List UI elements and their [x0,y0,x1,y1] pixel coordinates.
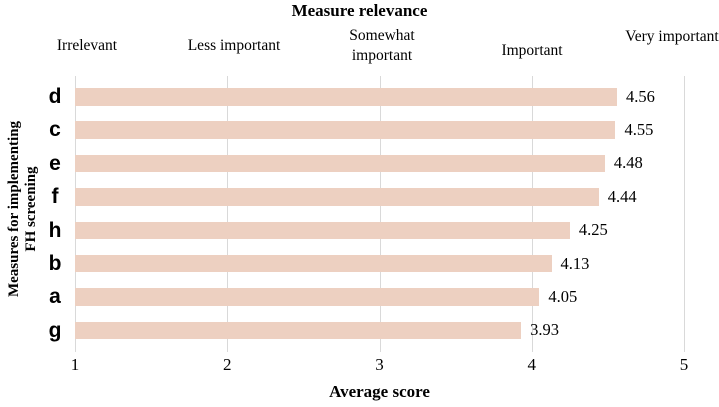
bar-row-e: 4.48 [75,147,684,180]
bar-value-label-g: 3.93 [530,320,559,340]
bar-row-f: 4.44 [75,180,684,213]
relevance-label-4: Important [501,42,563,59]
bar-value-label-e: 4.48 [613,153,643,173]
category-label-b: b [48,251,62,275]
bar-row-a: 4.05 [75,280,684,313]
relevance-label-2: Less important [187,37,281,54]
bar-h [75,221,570,239]
bar-a [75,288,540,306]
gridline-1 [75,76,76,352]
plot-area: 4.56 4.55 4.48 4.44 4.25 4.13 4.05 3.93 [75,76,685,352]
x-tick-label-3: 3 [375,355,384,374]
category-label-a: a [49,285,61,309]
bar-e [75,154,605,173]
y-axis-title-line2: FH screening [23,166,39,252]
relevance-label-1: Irrelevant [56,37,118,54]
x-tick-label-5: 5 [679,355,689,374]
category-label-f: f [51,185,59,209]
x-tick-label-4: 4 [527,355,537,374]
y-axis-title-line1: Measures for implementing [6,120,22,298]
bar-row-b: 4.13 [75,247,684,280]
gridline-4 [531,76,533,352]
category-label-d: d [48,85,62,108]
gridline-2 [227,76,229,352]
y-axis-title: Measures for implementing FH screening [6,94,40,324]
x-tick-label-2: 2 [223,355,232,374]
bar-c [75,121,616,139]
bar-row-h: 4.25 [75,214,684,247]
bar-value-label-b: 4.13 [560,253,590,273]
category-label-h: h [48,218,62,242]
x-axis-title: Average score [329,382,430,401]
bar-value-label-c: 4.55 [624,120,654,140]
category-label-g: g [48,318,62,342]
bar-value-label-a: 4.05 [548,286,578,306]
bar-f [75,188,599,206]
category-label-e: e [49,151,61,175]
bar-b [75,254,552,273]
bar-g [75,321,522,340]
category-label-c: c [49,118,61,142]
gridline-3 [379,76,381,352]
bar-d [75,88,617,106]
bar-value-label-d: 4.56 [626,86,655,106]
bar-row-c: 4.55 [75,113,684,146]
x-tick-label-1: 1 [70,355,80,374]
bar-row-d: 4.56 [75,80,684,113]
relevance-label-3: Somewhat important [349,27,415,64]
relevance-label-5: Very important [625,28,719,45]
bar-row-g: 3.93 [75,314,684,347]
bar-value-label-f: 4.44 [607,186,637,206]
bar-value-label-h: 4.25 [578,220,608,240]
chart-title: Measure relevance [291,1,428,20]
gridline-5 [684,76,685,352]
